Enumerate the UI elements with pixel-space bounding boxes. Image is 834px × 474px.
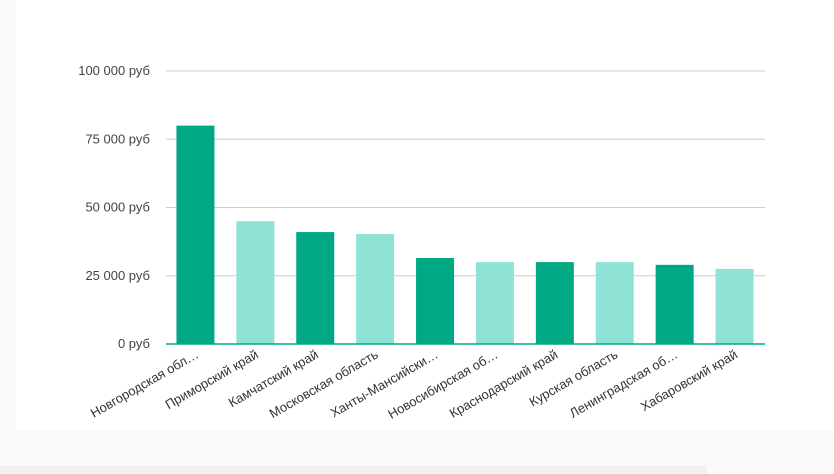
x-tick-label: Московская область xyxy=(267,347,381,422)
x-tick-label: Ленинградская об… xyxy=(567,347,680,421)
bar[interactable] xyxy=(416,258,455,344)
bar[interactable] xyxy=(715,268,754,344)
bar[interactable] xyxy=(236,221,275,344)
x-tick-label: Ханты-Мансийски… xyxy=(328,347,441,421)
bar[interactable] xyxy=(475,262,514,344)
y-tick-label: 100 000 руб xyxy=(78,63,150,78)
y-tick-label: 75 000 руб xyxy=(85,131,150,146)
bar[interactable] xyxy=(356,233,395,344)
y-tick-label: 50 000 руб xyxy=(85,200,150,215)
x-tick-label: Новосибирская об… xyxy=(385,347,500,422)
chart-card xyxy=(16,0,834,430)
y-tick-label: 25 000 руб xyxy=(85,268,150,283)
bar[interactable] xyxy=(595,262,634,344)
y-axis-tick-labels: 0 руб 25 000 руб 50 000 руб 75 000 руб 100 0… xyxy=(78,63,150,351)
bars xyxy=(176,125,754,344)
bar[interactable] xyxy=(655,264,694,344)
bottom-strip xyxy=(0,466,706,474)
y-tick-label: 0 руб xyxy=(118,336,150,351)
bar[interactable] xyxy=(296,232,335,344)
x-axis-category-labels: Новгородская обл…Приморский крайКамчатск… xyxy=(88,346,740,421)
bar[interactable] xyxy=(535,262,574,344)
bar[interactable] xyxy=(176,125,215,344)
x-tick-label: Краснодарский край xyxy=(447,347,561,421)
x-tick-label: Новгородская обл… xyxy=(88,347,201,421)
